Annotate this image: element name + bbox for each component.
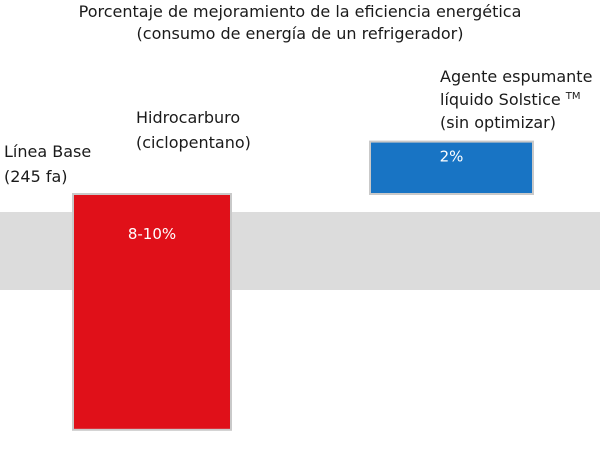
category-label-2-line: líquido Solstice TM (440, 90, 581, 109)
trademark-symbol: TM (565, 91, 581, 102)
chart-subtitle-line: (consumo de energía de un refrigerador) (136, 24, 464, 43)
category-label-1-line: (ciclopentano) (136, 133, 251, 152)
category-label-1: Hidrocarburo (ciclopentano) (136, 108, 251, 152)
bar-2-value-label: 2% (440, 148, 464, 166)
bar-1 (72, 193, 232, 431)
category-label-2: Agente espumante líquido Solstice TM (sin o… (440, 67, 592, 132)
baseline-label-line: Línea Base (4, 142, 91, 161)
baseline-label: Línea Base (245 fa) (4, 142, 91, 186)
bar-2 (369, 140, 534, 196)
bar-1-value-label: 8-10% (128, 225, 176, 243)
category-label-2-line: Agente espumante (440, 67, 592, 86)
baseline-label-line: (245 fa) (4, 167, 68, 186)
chart-title-line: Porcentaje de mejoramiento de la eficien… (78, 2, 522, 21)
category-label-1-line: Hidrocarburo (136, 108, 240, 127)
chart-title: Porcentaje de mejoramiento de la eficien… (0, 1, 600, 45)
category-label-2-line: (sin optimizar) (440, 113, 556, 132)
